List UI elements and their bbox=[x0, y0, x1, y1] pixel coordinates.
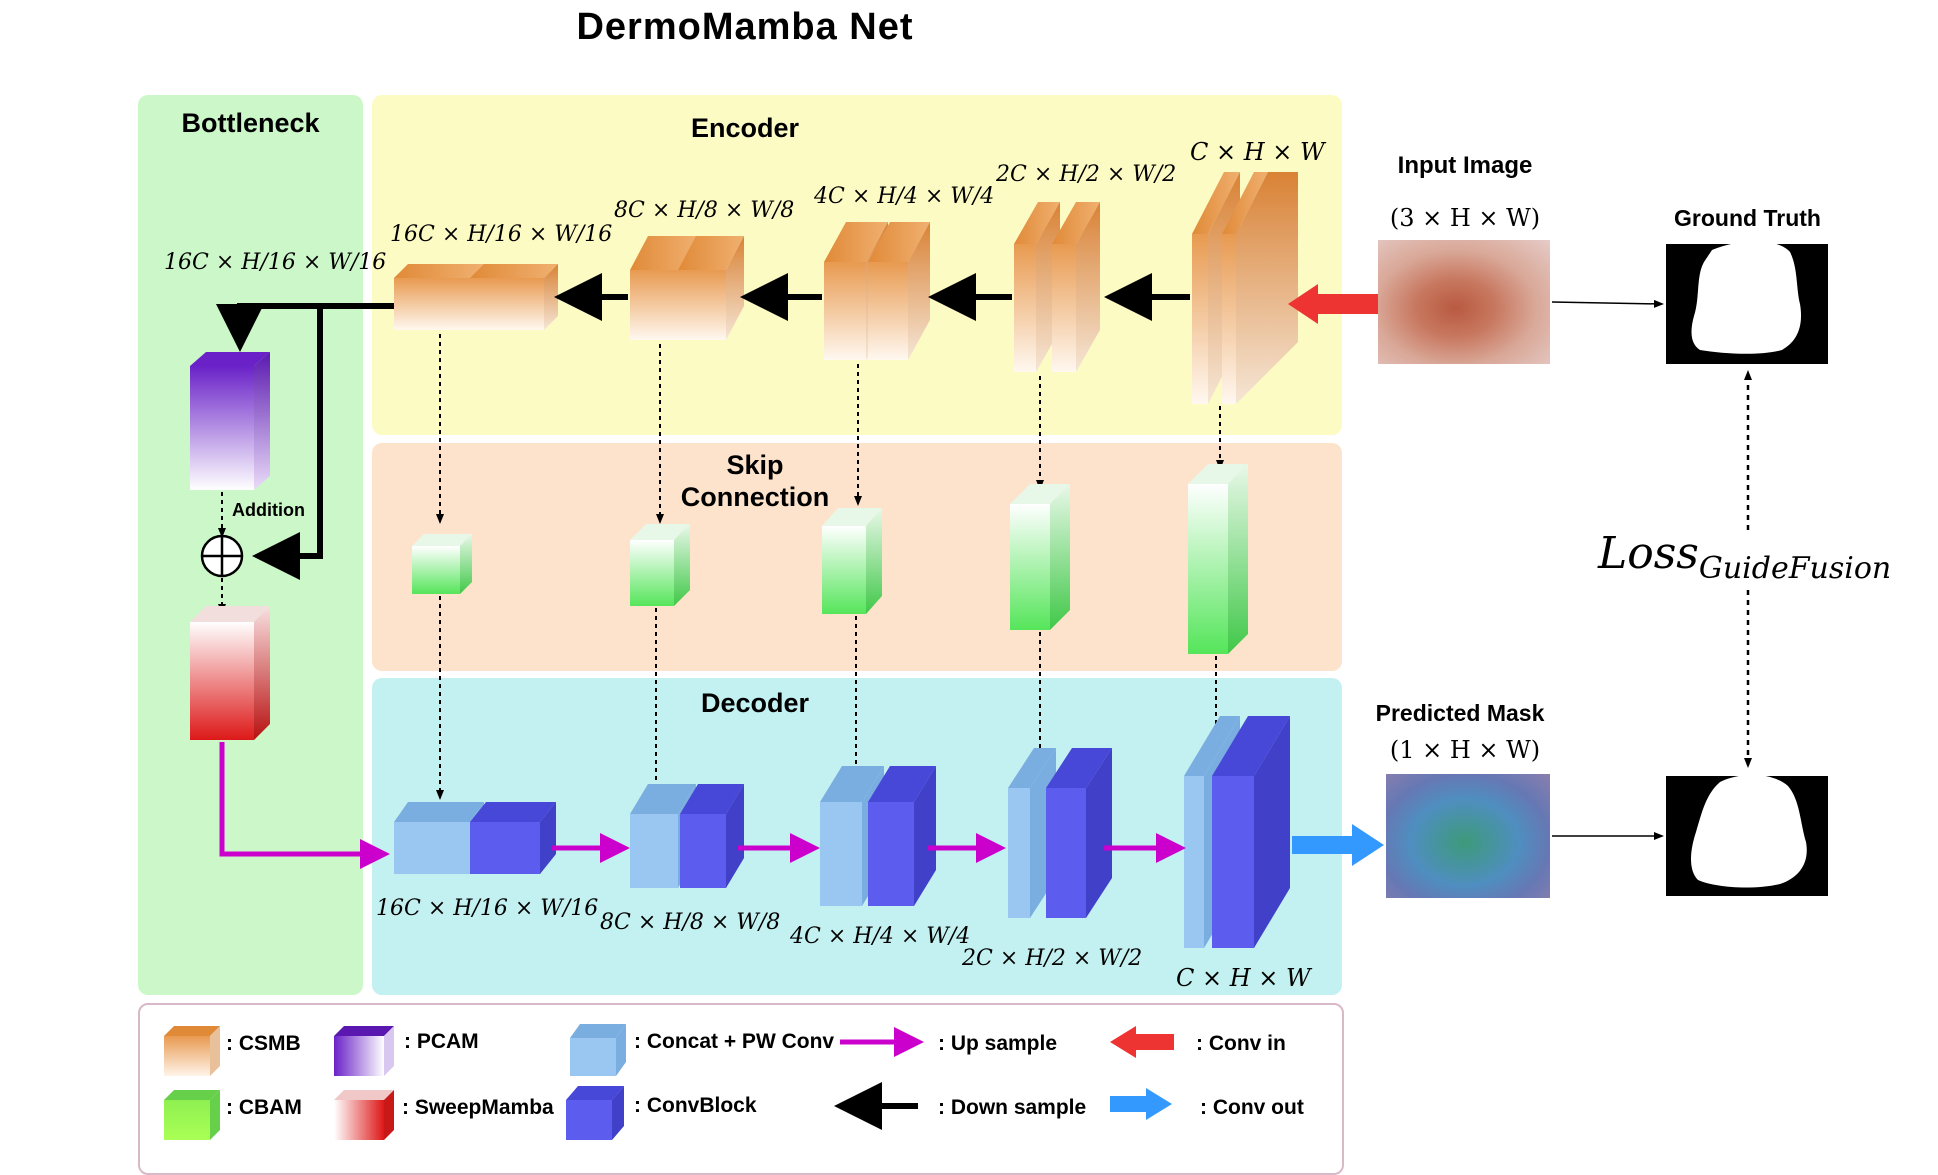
sweepmamba-block bbox=[190, 606, 270, 740]
legend-downsample-label: : Down sample bbox=[938, 1096, 1087, 1119]
encoder-csmb-block-1 bbox=[394, 264, 558, 330]
legend-csmb-label: : CSMB bbox=[226, 1032, 301, 1055]
input-image bbox=[1378, 240, 1550, 364]
decoder-block-4 bbox=[1008, 748, 1112, 918]
legend-convblock-label: : ConvBlock bbox=[634, 1094, 757, 1117]
legend-convin-label: : Conv in bbox=[1196, 1032, 1286, 1055]
legend-convout-label: : Conv out bbox=[1200, 1096, 1304, 1119]
decoder-block-2 bbox=[630, 784, 744, 888]
diagram-title: DermoMamba Net bbox=[576, 6, 914, 48]
decoder-dim-4: 2C × H/2 × W/2 bbox=[962, 946, 1143, 971]
bottleneck-dim: 16C × H/16 × W/16 bbox=[164, 250, 387, 275]
conv-out-arrow bbox=[1292, 824, 1384, 866]
decoder-block-3 bbox=[820, 766, 936, 906]
legend-csmb-swatch bbox=[164, 1026, 220, 1076]
bottleneck-to-decoder-arrow bbox=[219, 742, 390, 869]
loss-label: LossGuideFusion bbox=[1598, 528, 1891, 586]
input-to-gt-arrow bbox=[1551, 299, 1664, 308]
encoder-label: Encoder bbox=[690, 113, 800, 143]
loss-main: Loss bbox=[1598, 528, 1699, 579]
decoder-dim-2: 8C × H/8 × W/8 bbox=[600, 910, 781, 935]
legend-sweepmamba-swatch bbox=[334, 1090, 394, 1140]
cbam-block-2 bbox=[630, 524, 690, 606]
ground-truth-mask-top bbox=[1666, 241, 1828, 364]
encoder-csmb-block-4 bbox=[1014, 202, 1100, 372]
decoder-label: Decoder bbox=[700, 688, 810, 718]
encoder-csmb-block-2 bbox=[630, 236, 744, 340]
bottleneck-region bbox=[138, 95, 363, 995]
legend-sweepmamba-label: : SweepMamba bbox=[402, 1096, 554, 1119]
decoder-dim-1: 16C × H/16 × W/16 bbox=[376, 896, 599, 921]
legend-concat-label: : Concat + PW Conv bbox=[634, 1030, 835, 1053]
pcam-block bbox=[190, 352, 270, 490]
encoder-dim-2: 8C × H/8 × W/8 bbox=[614, 198, 795, 223]
cbam-block-5 bbox=[1188, 464, 1248, 654]
decoder-block-5 bbox=[1184, 716, 1290, 948]
legend-pcam-swatch bbox=[334, 1026, 394, 1076]
legend-convout-arrow bbox=[1110, 1088, 1172, 1120]
legend-convin-arrow bbox=[1110, 1026, 1174, 1058]
encoder-to-skip-arrows bbox=[436, 334, 1224, 524]
cbam-block-4 bbox=[1010, 484, 1070, 630]
encoder-dim-5: C × H × W bbox=[1190, 138, 1325, 166]
legend-concat-swatch bbox=[570, 1024, 626, 1076]
addition-label: Addition bbox=[232, 500, 305, 520]
predicted-mask-dim: (1 × H × W) bbox=[1389, 736, 1541, 764]
loss-sub: GuideFusion bbox=[1698, 550, 1892, 586]
encoder-csmb-block-3 bbox=[824, 222, 930, 360]
encoder-dim-4: 2C × H/2 × W/2 bbox=[996, 162, 1177, 187]
predicted-mask-image bbox=[1386, 774, 1550, 898]
legend-convblock-swatch bbox=[566, 1086, 624, 1140]
legend-cbam-swatch bbox=[164, 1090, 220, 1140]
cbam-block-3 bbox=[822, 508, 882, 614]
encoder-dim-1: 16C × H/16 × W/16 bbox=[390, 222, 613, 247]
decoder-dim-5: C × H × W bbox=[1176, 964, 1311, 992]
cbam-block-1 bbox=[412, 534, 472, 594]
legend-upsample-label: : Up sample bbox=[938, 1032, 1058, 1055]
decoder-dim-3: 4C × H/4 × W/4 bbox=[790, 924, 971, 949]
bottleneck-label: Bottleneck bbox=[181, 108, 320, 138]
skip-label-line1: Skip bbox=[726, 450, 784, 480]
ground-truth-mask-bottom bbox=[1666, 774, 1828, 896]
encoder-csmb-block-5 bbox=[1192, 172, 1298, 404]
predicted-mask-label: Predicted Mask bbox=[1375, 700, 1545, 726]
input-image-label: Input Image bbox=[1397, 152, 1533, 179]
input-image-dim: (3 × H × W) bbox=[1389, 204, 1541, 232]
conv-in-arrow bbox=[1288, 284, 1378, 324]
addition-icon bbox=[200, 534, 244, 578]
ground-truth-label: Ground Truth bbox=[1674, 205, 1821, 231]
legend-pcam-label: : PCAM bbox=[404, 1030, 479, 1053]
encoder-dim-3: 4C × H/4 × W/4 bbox=[814, 184, 995, 209]
decoder-block-1 bbox=[394, 802, 556, 874]
bottleneck-skip-path bbox=[216, 303, 394, 580]
skip-label-line2: Connection bbox=[680, 482, 830, 512]
legend-cbam-label: : CBAM bbox=[226, 1096, 302, 1119]
